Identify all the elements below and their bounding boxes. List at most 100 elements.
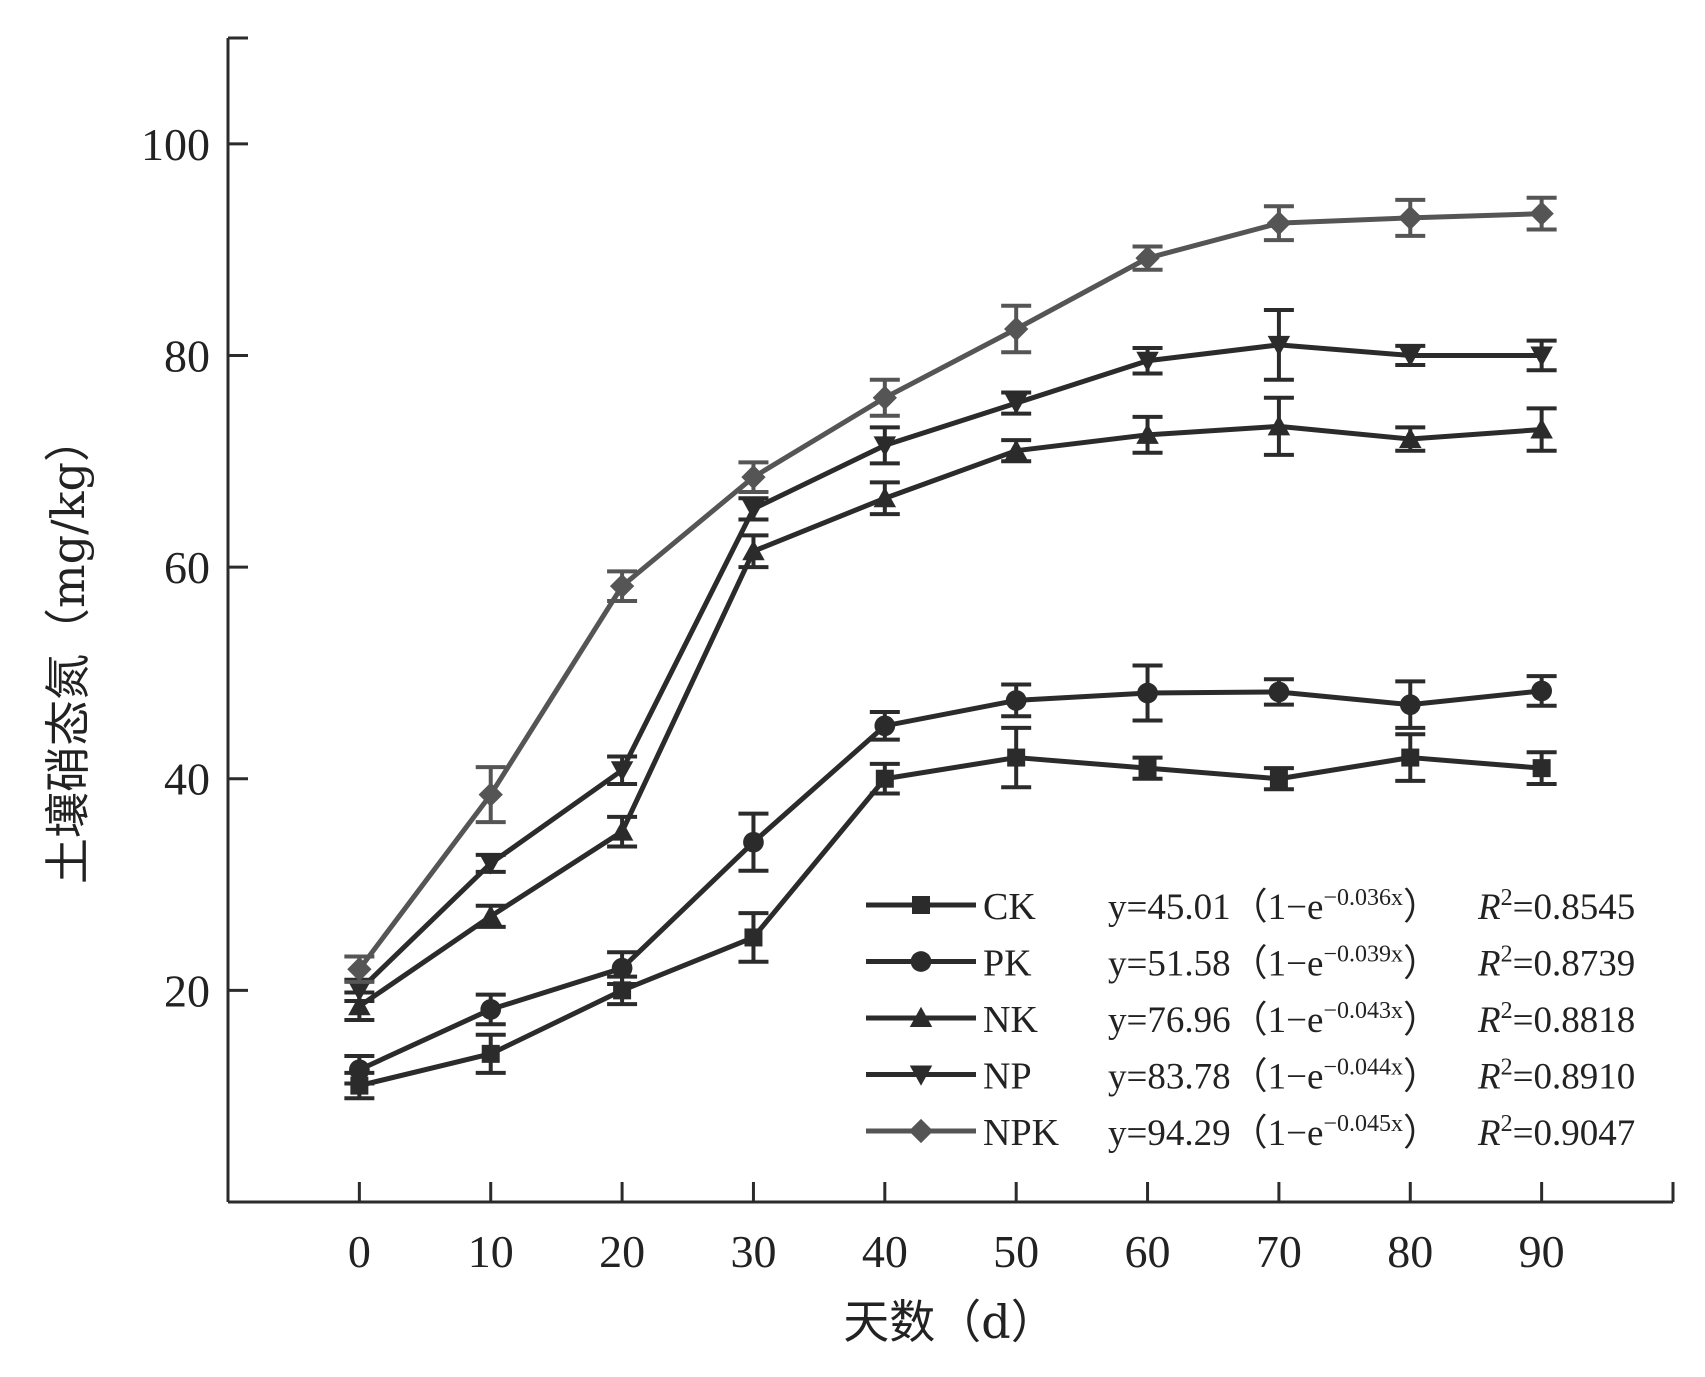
r-squared-symbol: R [1477, 1113, 1501, 1154]
series-line-np [357, 342, 1542, 993]
data-point [479, 854, 502, 875]
legend-item-pk: PK y=51.58（1−e−0.039x） R2=0.8739 [866, 942, 1635, 985]
r-squared-value: =0.8818 [1513, 1000, 1636, 1041]
legend-label: NPK [983, 1112, 1060, 1154]
fit-exponent: −0.045x [1323, 1111, 1403, 1137]
data-point [349, 1059, 370, 1081]
legend-label: NP [983, 1056, 1032, 1098]
data-point [873, 436, 897, 457]
data-point [743, 831, 764, 853]
data-point [1266, 211, 1292, 236]
r-squared-exponent: 2 [1501, 1111, 1513, 1137]
data-point [872, 385, 897, 410]
legend-item-np: NP y=83.78（1−e−0.044x） R2=0.8910 [866, 1055, 1635, 1098]
legend-item-nk: NK y=76.96（1−e−0.043x） R2=0.8818 [866, 998, 1635, 1041]
r-squared-symbol: R [1477, 1000, 1501, 1041]
data-point [1531, 680, 1552, 702]
x-tick-label: 80 [1387, 1226, 1433, 1277]
x-tick-label: 30 [730, 1226, 776, 1277]
data-point [1136, 423, 1159, 444]
fit-equation: y=83.78（1−e−0.044x） [1108, 1055, 1440, 1098]
data-point [1529, 201, 1554, 226]
data-point [741, 464, 766, 490]
fit-equation-close: ） [1403, 887, 1440, 928]
legend-label: PK [983, 943, 1032, 985]
r-squared-value: =0.8545 [1513, 887, 1636, 928]
data-point [1004, 316, 1029, 342]
fit-equation-close: ） [1403, 1000, 1440, 1041]
data-point [480, 999, 502, 1020]
fit-equation-close: ） [1403, 944, 1440, 985]
data-point [1530, 346, 1553, 367]
series-line-nk [357, 423, 1542, 1009]
fit-equation: y=45.01（1−e−0.036x） [1108, 885, 1440, 928]
data-point [610, 820, 634, 841]
r-squared: R2=0.8545 [1477, 885, 1635, 928]
series-layer [344, 195, 1557, 1101]
fit-equation-close: ） [1403, 1113, 1440, 1154]
r-squared-value: =0.9047 [1513, 1113, 1636, 1154]
data-point [1138, 759, 1157, 778]
data-point [1532, 759, 1551, 778]
legend-marker [909, 1065, 933, 1086]
y-tick-label: 20 [164, 965, 210, 1016]
x-tick-label: 70 [1256, 1226, 1302, 1277]
data-point [1005, 690, 1027, 711]
data-point [1004, 439, 1028, 460]
fit-equation: y=51.58（1−e−0.039x） [1108, 942, 1440, 985]
data-point [348, 994, 371, 1016]
legend-marker [909, 1006, 933, 1027]
r-squared-value: =0.8739 [1513, 944, 1636, 985]
data-point [1399, 694, 1421, 716]
r-squared-exponent: 2 [1501, 998, 1513, 1024]
r-squared-exponent: 2 [1501, 1055, 1513, 1081]
fit-exponent: −0.039x [1323, 942, 1403, 968]
fit-equation: y=94.29（1−e−0.045x） [1108, 1111, 1440, 1154]
data-point [347, 957, 372, 982]
r-squared: R2=0.9047 [1477, 1111, 1635, 1154]
data-point [479, 905, 502, 926]
data-point [481, 1044, 500, 1063]
y-axis-title: 土壤硝态氮（mg/kg） [41, 416, 95, 884]
legend-marker [910, 951, 932, 972]
data-point [1136, 351, 1159, 372]
data-point [1530, 418, 1553, 439]
data-point [744, 928, 763, 947]
series-line-pk [358, 688, 1542, 1072]
y-tick-label: 100 [141, 119, 210, 170]
series-np [344, 307, 1557, 1003]
data-point [1137, 682, 1158, 704]
r-squared-symbol: R [1477, 944, 1501, 985]
data-point [350, 1076, 369, 1095]
data-point [1135, 245, 1160, 271]
fit-equation-close: ） [1403, 1057, 1440, 1098]
r-squared: R2=0.8818 [1477, 998, 1635, 1041]
series-line-ck [358, 755, 1542, 1089]
data-point [611, 957, 633, 979]
r-squared-value: =0.8910 [1513, 1057, 1636, 1098]
data-point [1269, 769, 1288, 788]
data-point [1399, 427, 1422, 449]
r-squared-exponent: 2 [1501, 885, 1513, 911]
data-point [1399, 346, 1422, 367]
x-tick-label: 0 [348, 1226, 371, 1277]
fit-exponent: −0.043x [1323, 998, 1403, 1024]
fit-equation: y=76.96（1−e−0.043x） [1108, 998, 1440, 1041]
series-npk [344, 195, 1557, 984]
fit-exponent: −0.036x [1323, 885, 1403, 911]
x-tick-label: 20 [599, 1226, 645, 1277]
data-point [875, 769, 894, 788]
y-tick-label: 40 [164, 754, 210, 805]
data-point [874, 715, 896, 737]
r-squared-exponent: 2 [1501, 942, 1513, 968]
r-squared-symbol: R [1477, 887, 1501, 928]
r-squared: R2=0.8739 [1477, 942, 1635, 985]
series-line-npk [357, 211, 1542, 971]
fit-exponent: −0.044x [1323, 1055, 1403, 1081]
legend-label: NK [983, 999, 1038, 1041]
series-pk [344, 663, 1557, 1086]
data-point [1401, 748, 1420, 767]
legend-label: CK [983, 886, 1036, 928]
